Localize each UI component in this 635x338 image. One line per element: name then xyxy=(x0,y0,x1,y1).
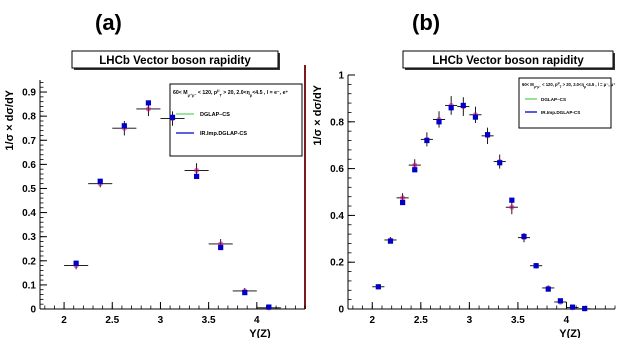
y-tick-label: 0.9 xyxy=(22,88,36,99)
y-tick-label: 0.7 xyxy=(22,136,36,147)
y-tick-label: 0.1 xyxy=(22,280,36,291)
panel-label: (b) xyxy=(412,10,440,35)
data-point-magenta xyxy=(509,204,515,210)
legend-label: DGLAP–CS xyxy=(200,112,230,118)
y-tick-label: 0.5 xyxy=(22,184,36,195)
data-point-blue xyxy=(545,286,551,292)
legend-label: DGLAP–CS xyxy=(541,97,566,102)
data-point-blue xyxy=(193,173,200,180)
data-point-blue xyxy=(569,304,576,310)
chart-title: LHCb Vector boson rapidity xyxy=(432,55,584,67)
x-tick-label: 2.5 xyxy=(105,315,119,326)
y-tick-label: 0.8 xyxy=(330,117,344,128)
y-axis-label: 1/σ × dσ/dY xyxy=(312,84,324,145)
y-tick-label: 0.2 xyxy=(330,258,344,269)
data-point-blue xyxy=(484,132,491,138)
data-point-blue xyxy=(533,263,539,269)
data-point-blue xyxy=(400,199,406,206)
x-axis-label: Y(Z) xyxy=(249,328,271,338)
data-point-blue xyxy=(448,105,454,111)
x-tick-label: 4 xyxy=(564,315,570,326)
data-point-magenta xyxy=(145,106,152,112)
data-point-blue xyxy=(472,114,479,120)
y-tick-label: 1 xyxy=(338,71,344,82)
y-tick-label: 0 xyxy=(338,305,344,316)
x-tick-label: 2.5 xyxy=(414,315,428,326)
data-point-magenta xyxy=(400,195,406,201)
data-point-blue xyxy=(242,290,248,296)
x-tick-label: 3 xyxy=(158,315,164,326)
title-box xyxy=(402,50,614,69)
data-point-blue xyxy=(73,260,79,266)
data-point-magenta xyxy=(412,162,418,168)
y-tick-label: 0 xyxy=(30,305,36,316)
x-tick-label: 2 xyxy=(61,315,67,326)
y-tick-label: 0.6 xyxy=(330,164,344,175)
legend-label: IR.Imp.DGLAP-CS xyxy=(200,131,247,137)
legend-box xyxy=(518,77,612,129)
chart-title: LHCb Vector boson rapidity xyxy=(99,55,251,67)
x-axis-label: Y(Z) xyxy=(559,328,581,338)
data-point-blue xyxy=(97,178,103,184)
y-tick-label: 0.8 xyxy=(22,112,36,123)
data-point-blue xyxy=(460,102,466,109)
x-tick-label: 4 xyxy=(254,315,260,326)
y-tick-label: 0.4 xyxy=(330,211,344,222)
data-point-blue xyxy=(497,160,503,166)
x-tick-label: 2 xyxy=(369,315,375,326)
chart-panel-b: (b) LHCb Vector boson rapidity 0 0.2 0.4 0.6 0… xyxy=(312,10,616,338)
x-tick-label: 3.5 xyxy=(511,315,525,326)
y-tick-label: 0.3 xyxy=(22,232,36,243)
legend-box xyxy=(169,83,303,157)
data-point-blue xyxy=(387,238,394,244)
title-box xyxy=(71,50,279,69)
data-point-blue xyxy=(424,137,430,144)
data-point-blue xyxy=(266,304,272,310)
legend-label: IR.Imp.DGLAP-CS xyxy=(541,110,580,115)
data-point-magenta xyxy=(193,167,200,173)
x-tick-label: 3 xyxy=(467,315,473,326)
chart-panel-a: (a) LHCb Vector boson rapidity 0 0.1 0.2 0.3 0… xyxy=(4,10,306,338)
data-point-blue xyxy=(145,100,152,106)
data-point-blue xyxy=(582,305,588,312)
y-tick-label: 0.2 xyxy=(22,256,36,267)
y-tick-label: 0.6 xyxy=(22,160,36,171)
y-axis-label: 1/σ × dσ/dY xyxy=(4,89,16,150)
panel-label: (a) xyxy=(95,10,122,35)
legend-header: 60< Mμ⁺μ⁻ < 120, pμT > 20, 2.0<ημ<4.5 , … xyxy=(522,81,616,89)
data-point-blue xyxy=(521,233,527,240)
data-point-blue xyxy=(509,197,515,203)
data-point-blue xyxy=(557,298,563,304)
data-point-blue xyxy=(218,244,224,251)
y-tick-label: 0.4 xyxy=(22,208,36,219)
data-point-blue xyxy=(375,284,381,290)
data-point-blue xyxy=(412,167,418,173)
data-point-blue xyxy=(121,123,127,129)
x-tick-label: 3.5 xyxy=(202,315,216,326)
legend-header: 60< Mμ⁺μ⁻ < 120, pμT > 20, 2.0<ημ<4.5 , … xyxy=(173,88,289,98)
data-point-blue xyxy=(436,119,442,125)
data-point-blue xyxy=(169,114,176,120)
